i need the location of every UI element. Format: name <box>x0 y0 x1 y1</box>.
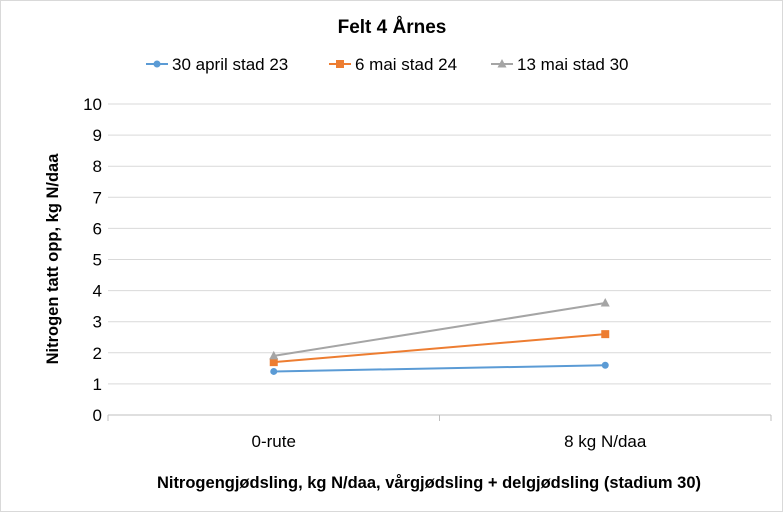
y-tick-label: 9 <box>93 126 102 145</box>
data-point <box>601 361 609 369</box>
y-tick-label: 10 <box>83 95 102 114</box>
legend-label: 30 april stad 23 <box>172 55 288 74</box>
y-tick-label: 5 <box>93 251 102 270</box>
series-line <box>273 364 606 373</box>
chart-title: Felt 4 Årnes <box>338 17 447 38</box>
y-axis-label: Nitrogen tatt opp, kg N/daa <box>44 153 62 365</box>
legend-marker <box>153 60 161 68</box>
y-tick-label: 1 <box>93 375 102 394</box>
y-tick-label: 2 <box>93 344 102 363</box>
data-point <box>269 358 278 367</box>
x-tick-label: 8 kg N/daa <box>564 432 647 451</box>
x-tick-label: 0-rute <box>252 432 296 451</box>
legend-label: 6 mai stad 24 <box>355 55 457 74</box>
y-tick-label: 4 <box>93 282 102 301</box>
series-line <box>273 333 606 364</box>
data-point <box>600 298 610 307</box>
y-tick-label: 7 <box>93 188 102 207</box>
x-axis-label: Nitrogengjødsling, kg N/daa, vårgjødslin… <box>157 474 701 492</box>
legend-label: 13 mai stad 30 <box>517 55 629 74</box>
series-line <box>273 302 606 357</box>
legend-marker <box>336 60 344 68</box>
y-tick-label: 8 <box>93 157 102 176</box>
y-tick-label: 3 <box>93 313 102 332</box>
legend-marker <box>497 59 507 68</box>
y-tick-label: 6 <box>93 219 102 238</box>
data-point <box>601 330 610 339</box>
y-tick-label: 0 <box>93 406 102 425</box>
data-point <box>269 350 279 360</box>
data-point <box>270 367 278 375</box>
